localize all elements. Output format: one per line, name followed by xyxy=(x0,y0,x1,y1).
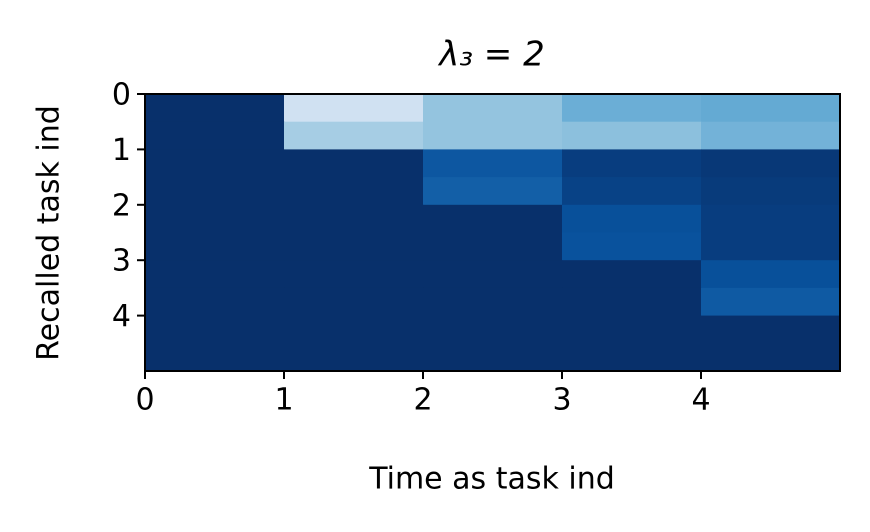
heat-cell xyxy=(145,121,285,150)
x-tick-label: 2 xyxy=(413,383,432,418)
heat-cell xyxy=(701,343,841,372)
heat-cell xyxy=(562,149,702,178)
heat-cell xyxy=(145,260,285,289)
heat-cell xyxy=(145,94,285,123)
heat-cell xyxy=(701,232,841,261)
heat-cell xyxy=(562,204,702,233)
x-axis-label: Time as task ind xyxy=(368,462,615,497)
heat-cell xyxy=(284,149,424,178)
heat-cell xyxy=(701,260,841,289)
x-tick-label: 4 xyxy=(691,383,710,418)
heat-cell xyxy=(562,343,702,372)
heat-cell xyxy=(145,149,285,178)
heat-cell xyxy=(562,94,702,123)
heat-cell xyxy=(284,177,424,206)
heat-cell xyxy=(145,315,285,344)
heat-cell xyxy=(423,121,563,150)
heat-cell xyxy=(701,149,841,178)
heat-cell xyxy=(284,343,424,372)
y-tick-label: 0 xyxy=(112,78,131,113)
heat-cell xyxy=(701,121,841,150)
heat-cell xyxy=(562,260,702,289)
x-tick-label: 1 xyxy=(274,383,293,418)
chart-title: λ₃ = 2 xyxy=(437,35,545,75)
heat-cell xyxy=(145,232,285,261)
heat-cell xyxy=(145,204,285,233)
heat-cell xyxy=(423,315,563,344)
heat-cell xyxy=(284,315,424,344)
heat-cell xyxy=(284,94,424,123)
heat-cell xyxy=(701,204,841,233)
heat-cell xyxy=(701,287,841,317)
heat-cell xyxy=(145,287,285,317)
heat-cell xyxy=(562,315,702,344)
y-tick-label: 4 xyxy=(112,299,131,334)
heat-cell xyxy=(145,177,285,206)
heat-cell xyxy=(284,260,424,289)
heat-cell xyxy=(701,177,841,206)
heat-cell xyxy=(423,260,563,289)
heat-cell xyxy=(284,232,424,261)
heat-cell xyxy=(562,121,702,150)
plot-frame xyxy=(144,93,841,372)
heat-cell xyxy=(423,232,563,261)
heat-cell xyxy=(562,232,702,261)
y-tick-label: 3 xyxy=(112,244,131,279)
y-axis-label: Recalled task ind xyxy=(32,105,67,361)
heat-cell xyxy=(562,287,702,317)
heat-cell xyxy=(284,287,424,317)
y-tick-label: 2 xyxy=(112,188,131,223)
heat-cell xyxy=(423,343,563,372)
x-tick-label: 0 xyxy=(135,383,154,418)
heat-cell xyxy=(562,177,702,206)
x-tick-label: 3 xyxy=(552,383,571,418)
heat-cell xyxy=(423,204,563,233)
heat-cell xyxy=(423,287,563,317)
heat-cell xyxy=(284,121,424,150)
heat-cell xyxy=(423,177,563,206)
y-tick-label: 1 xyxy=(112,133,131,168)
heat-cell xyxy=(701,94,841,123)
heat-cell xyxy=(145,343,285,372)
heat-cell xyxy=(701,315,841,344)
heat-cell xyxy=(423,149,563,178)
heat-cell xyxy=(284,204,424,233)
heat-cell xyxy=(423,94,563,123)
